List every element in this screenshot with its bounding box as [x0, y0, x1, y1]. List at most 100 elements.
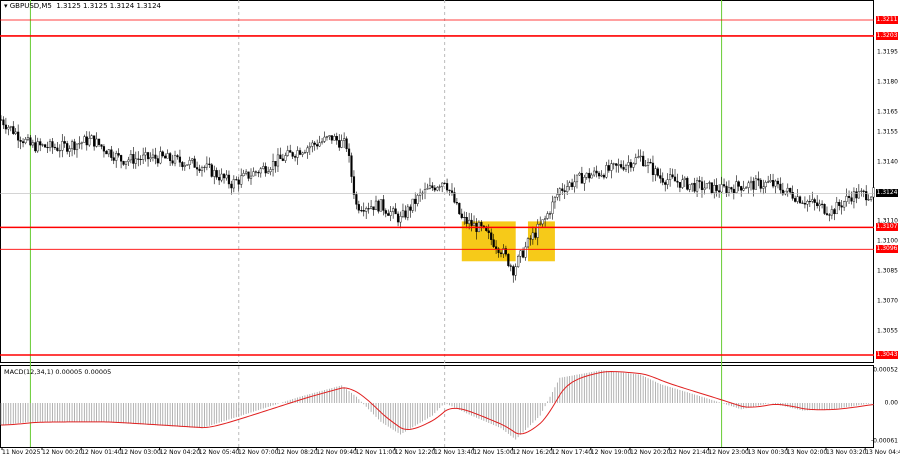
candle-body: [230, 183, 233, 189]
price-axis-label: 1.3070: [877, 297, 898, 305]
candle-body: [249, 175, 253, 179]
candle-body: [73, 141, 76, 151]
ohlc-values: 1.3125 1.3125 1.3124 1.3124: [56, 2, 161, 10]
candle-body: [659, 175, 662, 179]
candle-body: [308, 146, 311, 149]
candle-body: [752, 180, 755, 190]
candle-body: [661, 178, 664, 183]
candle-body: [463, 216, 466, 218]
candle-body: [502, 248, 505, 255]
time-axis-label: 13 Nov 00:30: [747, 449, 789, 456]
candle-body: [651, 162, 655, 176]
time-axis-label: 12 Nov 20:20: [630, 449, 671, 456]
candle-body: [759, 179, 762, 189]
candle-body: [646, 162, 650, 166]
candle-body: [338, 140, 341, 148]
candle-body: [433, 187, 436, 191]
candle-body: [619, 164, 623, 168]
candle-body: [695, 180, 699, 192]
candle-body: [151, 154, 155, 158]
candle-body: [654, 168, 657, 176]
candle-body: [166, 153, 169, 159]
candle-body: [252, 171, 255, 177]
candle-body: [191, 158, 194, 161]
candle-body: [320, 141, 324, 143]
candle-body: [703, 187, 706, 190]
candle-body: [281, 158, 284, 161]
candle-body: [218, 177, 221, 181]
candle-body: [705, 183, 708, 189]
candle-body: [382, 199, 385, 211]
candle-body: [237, 179, 240, 185]
candle-body: [139, 159, 142, 161]
time-axis-label: 12 Nov 15:00: [473, 449, 514, 456]
candle-body: [833, 209, 836, 215]
candle-body: [597, 172, 601, 177]
candle-body: [507, 253, 510, 266]
candle-body: [227, 174, 231, 185]
candle-body: [867, 199, 870, 201]
candle-body: [720, 184, 723, 193]
candle-body: [600, 174, 603, 177]
candle-body: [590, 174, 593, 179]
candle-body: [534, 232, 537, 238]
candle-body: [767, 181, 770, 183]
candle-body: [119, 155, 123, 162]
candle-body: [144, 152, 147, 156]
candle-body: [97, 138, 101, 145]
candle-body: [688, 184, 691, 190]
candle-body: [392, 208, 395, 212]
candle-body: [499, 252, 503, 255]
candle-body: [548, 213, 552, 215]
candle-body: [51, 141, 54, 148]
time-axis-label: 12 Nov 16:20: [512, 449, 553, 456]
candle-body: [735, 181, 738, 194]
candle-body: [443, 182, 446, 184]
macd-pane-frame: [0, 365, 874, 448]
candle-body: [779, 183, 782, 191]
candle-body: [681, 179, 684, 188]
candle-body: [764, 182, 767, 188]
candle-body: [578, 172, 581, 176]
candle-body: [53, 146, 57, 149]
candle-body: [267, 171, 270, 174]
candle-body: [70, 141, 74, 149]
candle-body: [271, 161, 275, 170]
candle-body: [580, 172, 583, 184]
candle-body: [492, 239, 495, 247]
candle-body: [450, 190, 454, 193]
candle-body: [847, 195, 851, 198]
current-price-label: 1.3124: [876, 189, 898, 198]
candle-body: [718, 190, 721, 193]
candle-body: [744, 187, 748, 189]
candle-body: [213, 170, 216, 177]
candle-body: [75, 143, 79, 151]
price-axis-label: 1.3165: [877, 108, 898, 116]
candle-body: [58, 150, 61, 152]
candle-body: [617, 164, 620, 166]
candle-body: [115, 153, 118, 161]
candle-body: [835, 202, 838, 215]
candle-body: [379, 199, 383, 212]
candle-body: [602, 174, 606, 178]
candle-body: [244, 171, 248, 174]
candle-body: [595, 170, 598, 174]
candle-body: [284, 155, 287, 161]
candle-body: [389, 211, 392, 216]
candle-body: [583, 177, 586, 184]
candle-body: [14, 131, 17, 134]
level-price-label: 1.3211: [876, 16, 898, 24]
candle-body: [649, 162, 652, 164]
candle-body: [536, 224, 539, 238]
candle-body: [156, 158, 159, 164]
candle-body: [801, 202, 804, 204]
candle-body: [367, 208, 370, 210]
candle-body: [127, 159, 130, 162]
candle-body: [504, 248, 508, 255]
candle-body: [88, 138, 91, 146]
candle-body: [776, 180, 780, 185]
candle-body: [159, 151, 162, 164]
candle-body: [181, 162, 184, 167]
